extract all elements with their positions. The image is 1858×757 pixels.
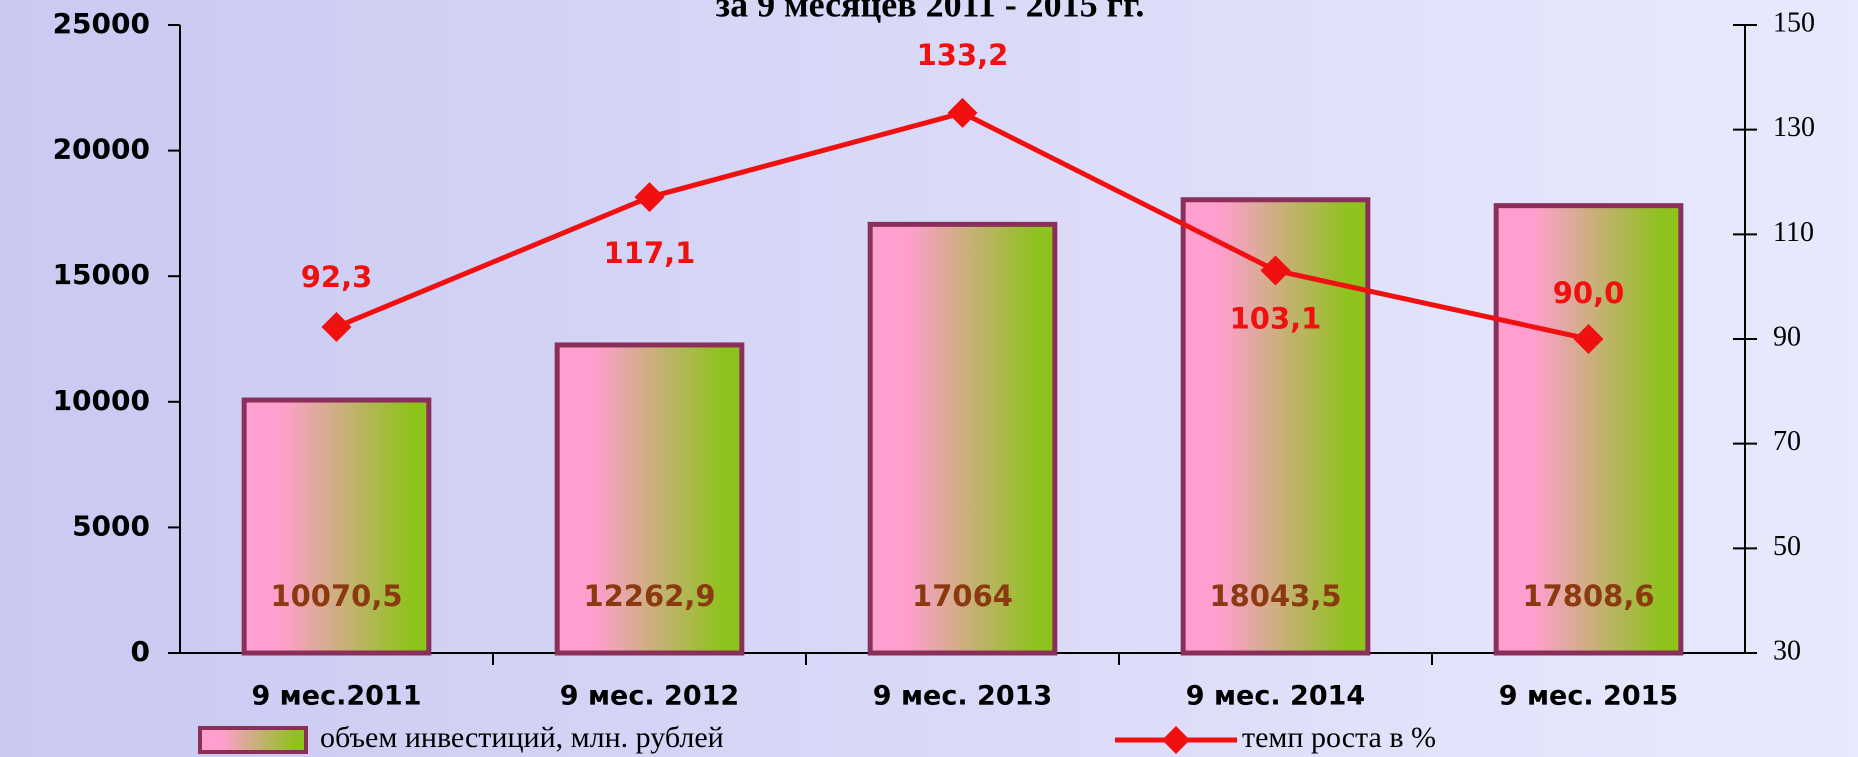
y-tick-label: 15000 — [53, 258, 150, 291]
line-value-label: 90,0 — [1553, 276, 1625, 310]
x-tick-label: 9 мес. 2014 — [1186, 681, 1365, 712]
y2-tick-label: 70 — [1773, 426, 1801, 457]
line-marker — [321, 311, 352, 342]
bar — [1493, 203, 1684, 656]
bar-value-label: 17808,6 — [1522, 579, 1654, 613]
legend-label: объем инвестиций, млн. рублей — [320, 721, 724, 754]
line-value-label: 117,1 — [604, 236, 696, 270]
bar-value-label: 17064 — [912, 579, 1013, 613]
y2-tick-label: 150 — [1773, 7, 1815, 38]
bar — [867, 221, 1058, 656]
x-tick-label: 9 мес. 2015 — [1499, 681, 1678, 712]
bar — [241, 397, 432, 656]
x-tick-label: 9 мес. 2012 — [560, 681, 739, 712]
bar-value-label: 18043,5 — [1209, 579, 1341, 613]
line-value-label: 103,1 — [1230, 301, 1322, 335]
y-tick-label: 0 — [131, 635, 150, 668]
y2-tick-label: 50 — [1773, 531, 1801, 562]
bar-value-label: 12262,9 — [583, 579, 715, 613]
line-marker — [1260, 255, 1291, 286]
y2-tick-label: 110 — [1773, 217, 1814, 248]
bar — [554, 342, 745, 656]
line-value-label: 92,3 — [301, 260, 373, 294]
line-marker — [1573, 324, 1604, 354]
line-marker — [947, 97, 978, 128]
legend-swatch — [198, 726, 308, 754]
y2-tick-label: 130 — [1773, 112, 1815, 143]
x-tick-label: 9 мес.2011 — [252, 681, 422, 712]
legend-swatch-marker — [1162, 726, 1190, 754]
y-tick-label: 10000 — [53, 384, 150, 417]
y2-tick-label: 90 — [1773, 321, 1801, 352]
chart-title: за 9 месяцев 2011 - 2015 гг. — [716, 0, 1145, 24]
x-tick-label: 9 мес. 2013 — [873, 681, 1052, 712]
legend-label: темп роста в % — [1242, 721, 1436, 754]
y-tick-label: 25000 — [53, 7, 150, 40]
y-tick-label: 20000 — [53, 133, 150, 166]
line-marker — [634, 182, 665, 213]
y-tick-label: 5000 — [72, 509, 150, 542]
y2-tick-label: 30 — [1773, 635, 1801, 666]
bar-value-label: 10070,5 — [270, 579, 402, 613]
line-value-label: 133,2 — [917, 38, 1009, 72]
